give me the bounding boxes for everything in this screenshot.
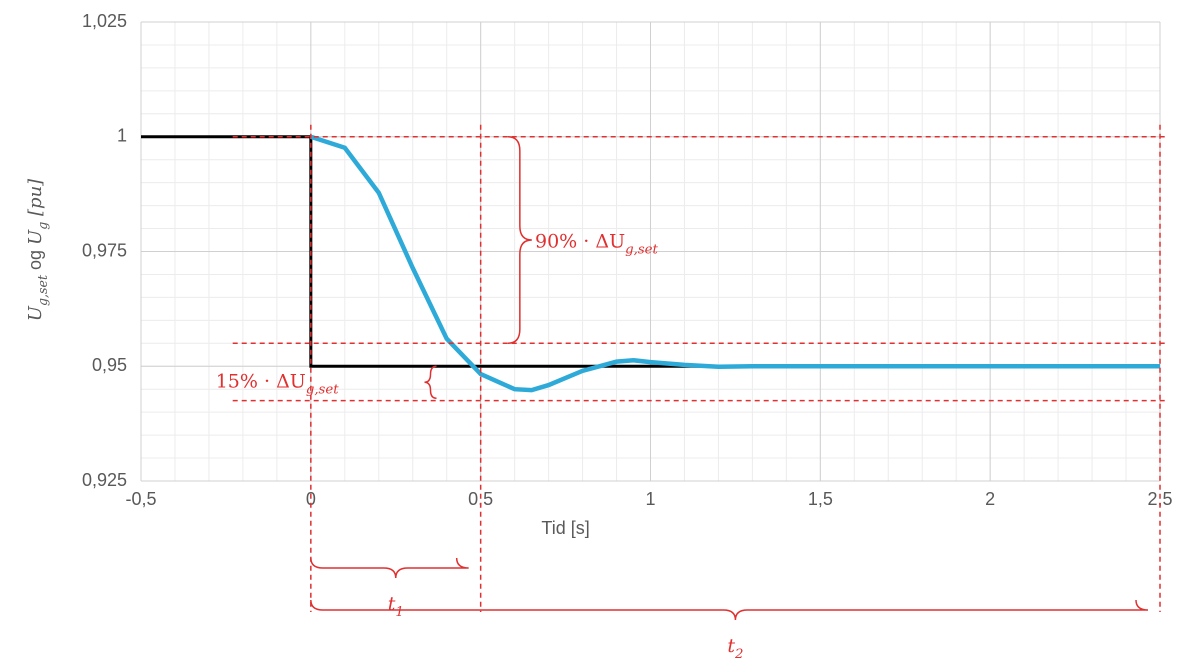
y-tick-label: 0,95	[92, 355, 127, 375]
y-tick-label: 1,025	[82, 11, 127, 31]
y-axis-label: Ug,set og Ug [pu]	[25, 178, 50, 321]
annotation: t1	[388, 593, 404, 620]
y-tick-label: 0,975	[82, 240, 127, 260]
x-tick-label: -0,5	[125, 489, 156, 509]
text-part: t	[727, 635, 735, 657]
brace	[424, 365, 437, 399]
subscript: g,set	[625, 242, 658, 257]
y-tick-label: 1	[117, 126, 127, 146]
text-part: U	[25, 229, 46, 245]
x-tick-label: 1,5	[808, 489, 833, 509]
x-axis-label: Tid [s]	[541, 518, 589, 538]
subscript: 1	[395, 605, 403, 620]
text-part: 90% · ΔU	[535, 230, 625, 252]
subscript: g	[35, 222, 50, 230]
text-part: t	[388, 593, 396, 615]
x-tick-label: 1	[645, 489, 655, 509]
brace	[310, 599, 1149, 621]
subscript: g,set	[306, 382, 339, 397]
text-part: U	[25, 305, 46, 321]
annotation: t2	[727, 635, 743, 662]
annotation: 15% · ΔUg,set	[216, 370, 340, 397]
x-tick-label: 2	[985, 489, 995, 509]
text-part: 15% · ΔU	[216, 370, 306, 392]
series-line	[310, 134, 1160, 393]
text-part: [pu]	[25, 178, 46, 222]
text-part: og	[25, 245, 45, 275]
subscript: g,set	[35, 274, 50, 306]
subscript: 2	[734, 647, 743, 662]
y-tick-label: 0,925	[82, 470, 127, 490]
brace	[310, 557, 469, 579]
annotation: 90% · ΔUg,set	[535, 230, 659, 257]
brace	[507, 136, 532, 345]
